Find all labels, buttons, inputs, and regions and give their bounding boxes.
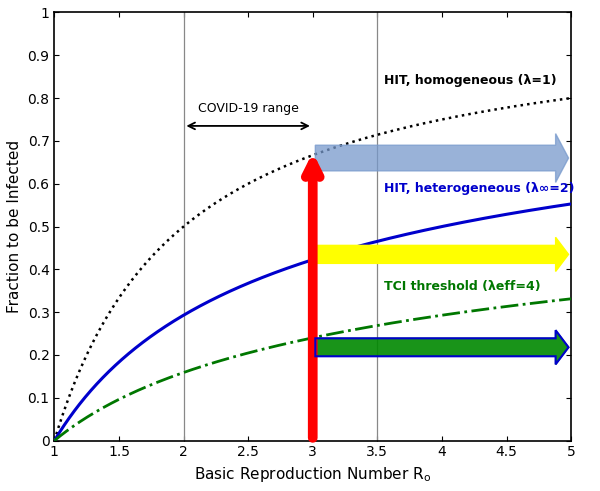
Text: HIT, homogeneous (λ=1): HIT, homogeneous (λ=1): [384, 75, 556, 87]
Text: TCI threshold (λeff=4): TCI threshold (λeff=4): [384, 280, 541, 293]
Y-axis label: Fraction to be Infected: Fraction to be Infected: [7, 140, 22, 313]
FancyArrow shape: [316, 237, 569, 272]
FancyArrow shape: [316, 134, 569, 183]
Text: HIT, heterogeneous (λ∞=2): HIT, heterogeneous (λ∞=2): [384, 182, 574, 194]
Text: COVID-19 range: COVID-19 range: [198, 102, 299, 115]
X-axis label: Basic Reproduction Number $\mathregular{R_o}$: Basic Reproduction Number $\mathregular{…: [194, 465, 431, 484]
FancyArrow shape: [316, 330, 569, 364]
